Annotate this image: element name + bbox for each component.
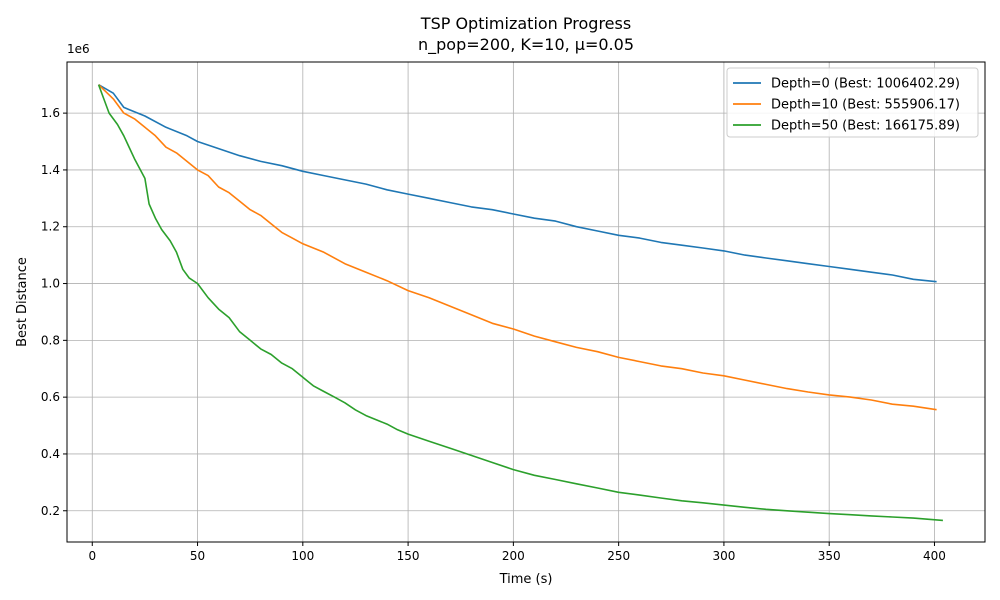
x-tick-label: 400	[923, 549, 946, 563]
legend: Depth=0 (Best: 1006402.29) Depth=10 (Best…	[726, 67, 979, 138]
x-tick-label: 0	[88, 549, 96, 563]
y-tick-label: 0.6	[41, 390, 60, 404]
y-tick-label: 1.2	[41, 220, 60, 234]
series-line-1	[98, 84, 937, 411]
x-tick-label: 100	[291, 549, 314, 563]
chart-subtitle: n_pop=200, K=10, μ=0.05	[418, 35, 634, 55]
x-tick-label: 250	[607, 549, 630, 563]
x-axis-label: Time (s)	[499, 572, 553, 587]
y-tick-label: 1.0	[41, 277, 60, 291]
legend-label-2: Depth=50 (Best: 166175.89)	[771, 119, 960, 134]
series-line-0	[98, 84, 937, 283]
ticks: 0 50 100 150 200 250 300 350 400 0.2 0.4 0.6 0.8 1.0 1…	[41, 106, 946, 563]
x-tick-label: 350	[818, 549, 841, 563]
legend-label-0: Depth=0 (Best: 1006402.29)	[771, 77, 960, 92]
x-tick-label: 150	[397, 549, 420, 563]
y-offset-label: 1e6	[67, 42, 90, 56]
y-axis-label: Best Distance	[15, 257, 30, 347]
legend-label-1: Depth=10 (Best: 555906.17)	[771, 98, 960, 113]
series-line-2	[97, 84, 943, 522]
chart-title: TSP Optimization Progress	[420, 14, 631, 33]
y-tick-label: 0.4	[41, 447, 60, 461]
y-tick-label: 1.4	[41, 163, 60, 177]
plot-frame	[66, 61, 986, 543]
x-tick-label: 300	[712, 549, 735, 563]
y-tick-label: 0.8	[41, 333, 60, 347]
y-tick-label: 0.2	[41, 504, 60, 518]
series-layer	[97, 84, 943, 522]
x-tick-label: 200	[502, 549, 525, 563]
grid	[67, 62, 985, 542]
legend-frame	[726, 67, 979, 138]
x-tick-label: 50	[190, 549, 205, 563]
y-tick-label: 1.6	[41, 106, 60, 120]
